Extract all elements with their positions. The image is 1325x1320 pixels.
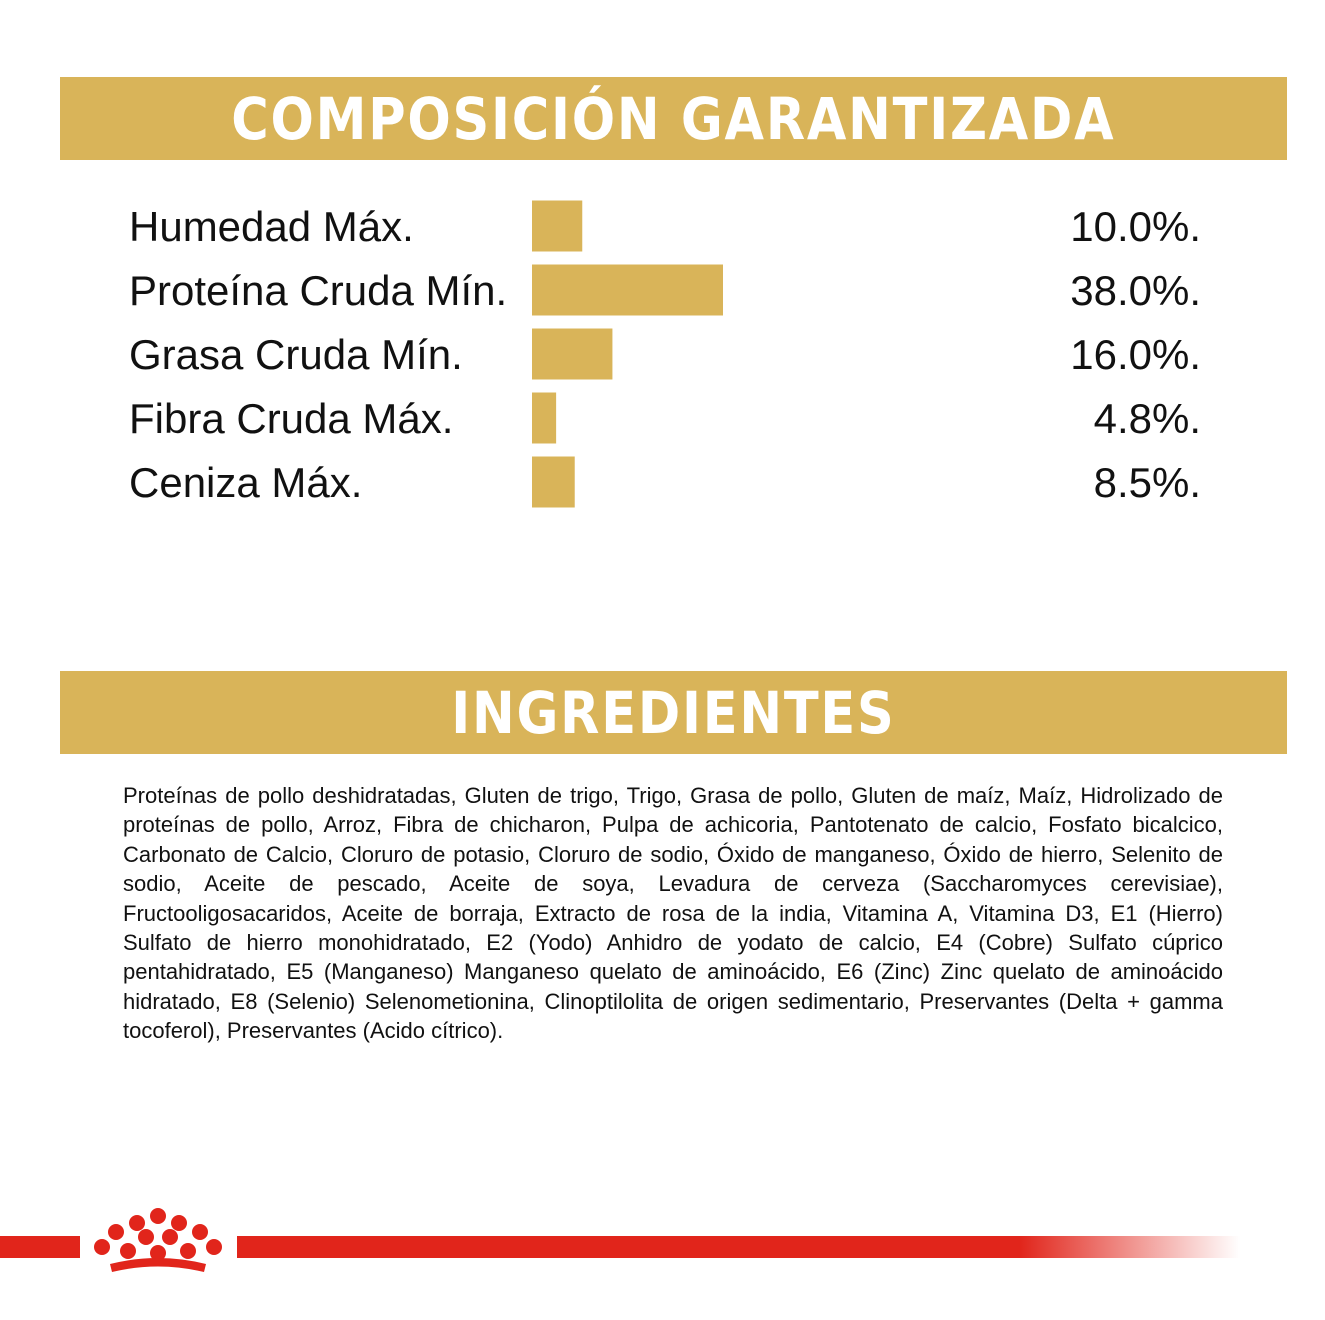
nutrient-value: 38.0%. [1070, 267, 1201, 314]
nutrient-label: Fibra Cruda Máx. [129, 395, 453, 442]
nutrient-label: Ceniza Máx. [129, 459, 362, 506]
ingredients-list: Proteínas de pollo deshidratadas, Gluten… [123, 783, 1223, 1044]
nutrient-bar [532, 264, 723, 316]
nutrient-value: 8.5%. [1094, 459, 1201, 506]
nutrient-bar [532, 392, 557, 444]
nutrient-label: Grasa Cruda Mín. [129, 331, 463, 378]
nutrient-bar [532, 200, 583, 252]
royal-canin-crown-icon [94, 1208, 222, 1272]
ingredients-banner: INGREDIENTES [60, 671, 1287, 754]
nutrition-bar-chart: Humedad Máx. 10.0%. Proteína Cruda Mín. 38.… [129, 200, 1201, 508]
nutrient-value: 4.8%. [1094, 395, 1201, 442]
nutrient-value: 10.0%. [1070, 203, 1201, 250]
nutrient-bar [532, 328, 613, 380]
composition-banner: COMPOSICIÓN GARANTIZADA [60, 77, 1287, 160]
nutrient-label: Proteína Cruda Mín. [129, 267, 507, 314]
footer-stripe-left [0, 1236, 80, 1258]
footer-stripe-right [237, 1236, 1240, 1258]
ingredients-title: INGREDIENTES [451, 678, 896, 747]
nutrient-value: 16.0%. [1070, 331, 1201, 378]
composition-title: COMPOSICIÓN GARANTIZADA [231, 84, 1116, 153]
nutrient-label: Humedad Máx. [129, 203, 414, 250]
nutrient-bar [532, 456, 575, 508]
